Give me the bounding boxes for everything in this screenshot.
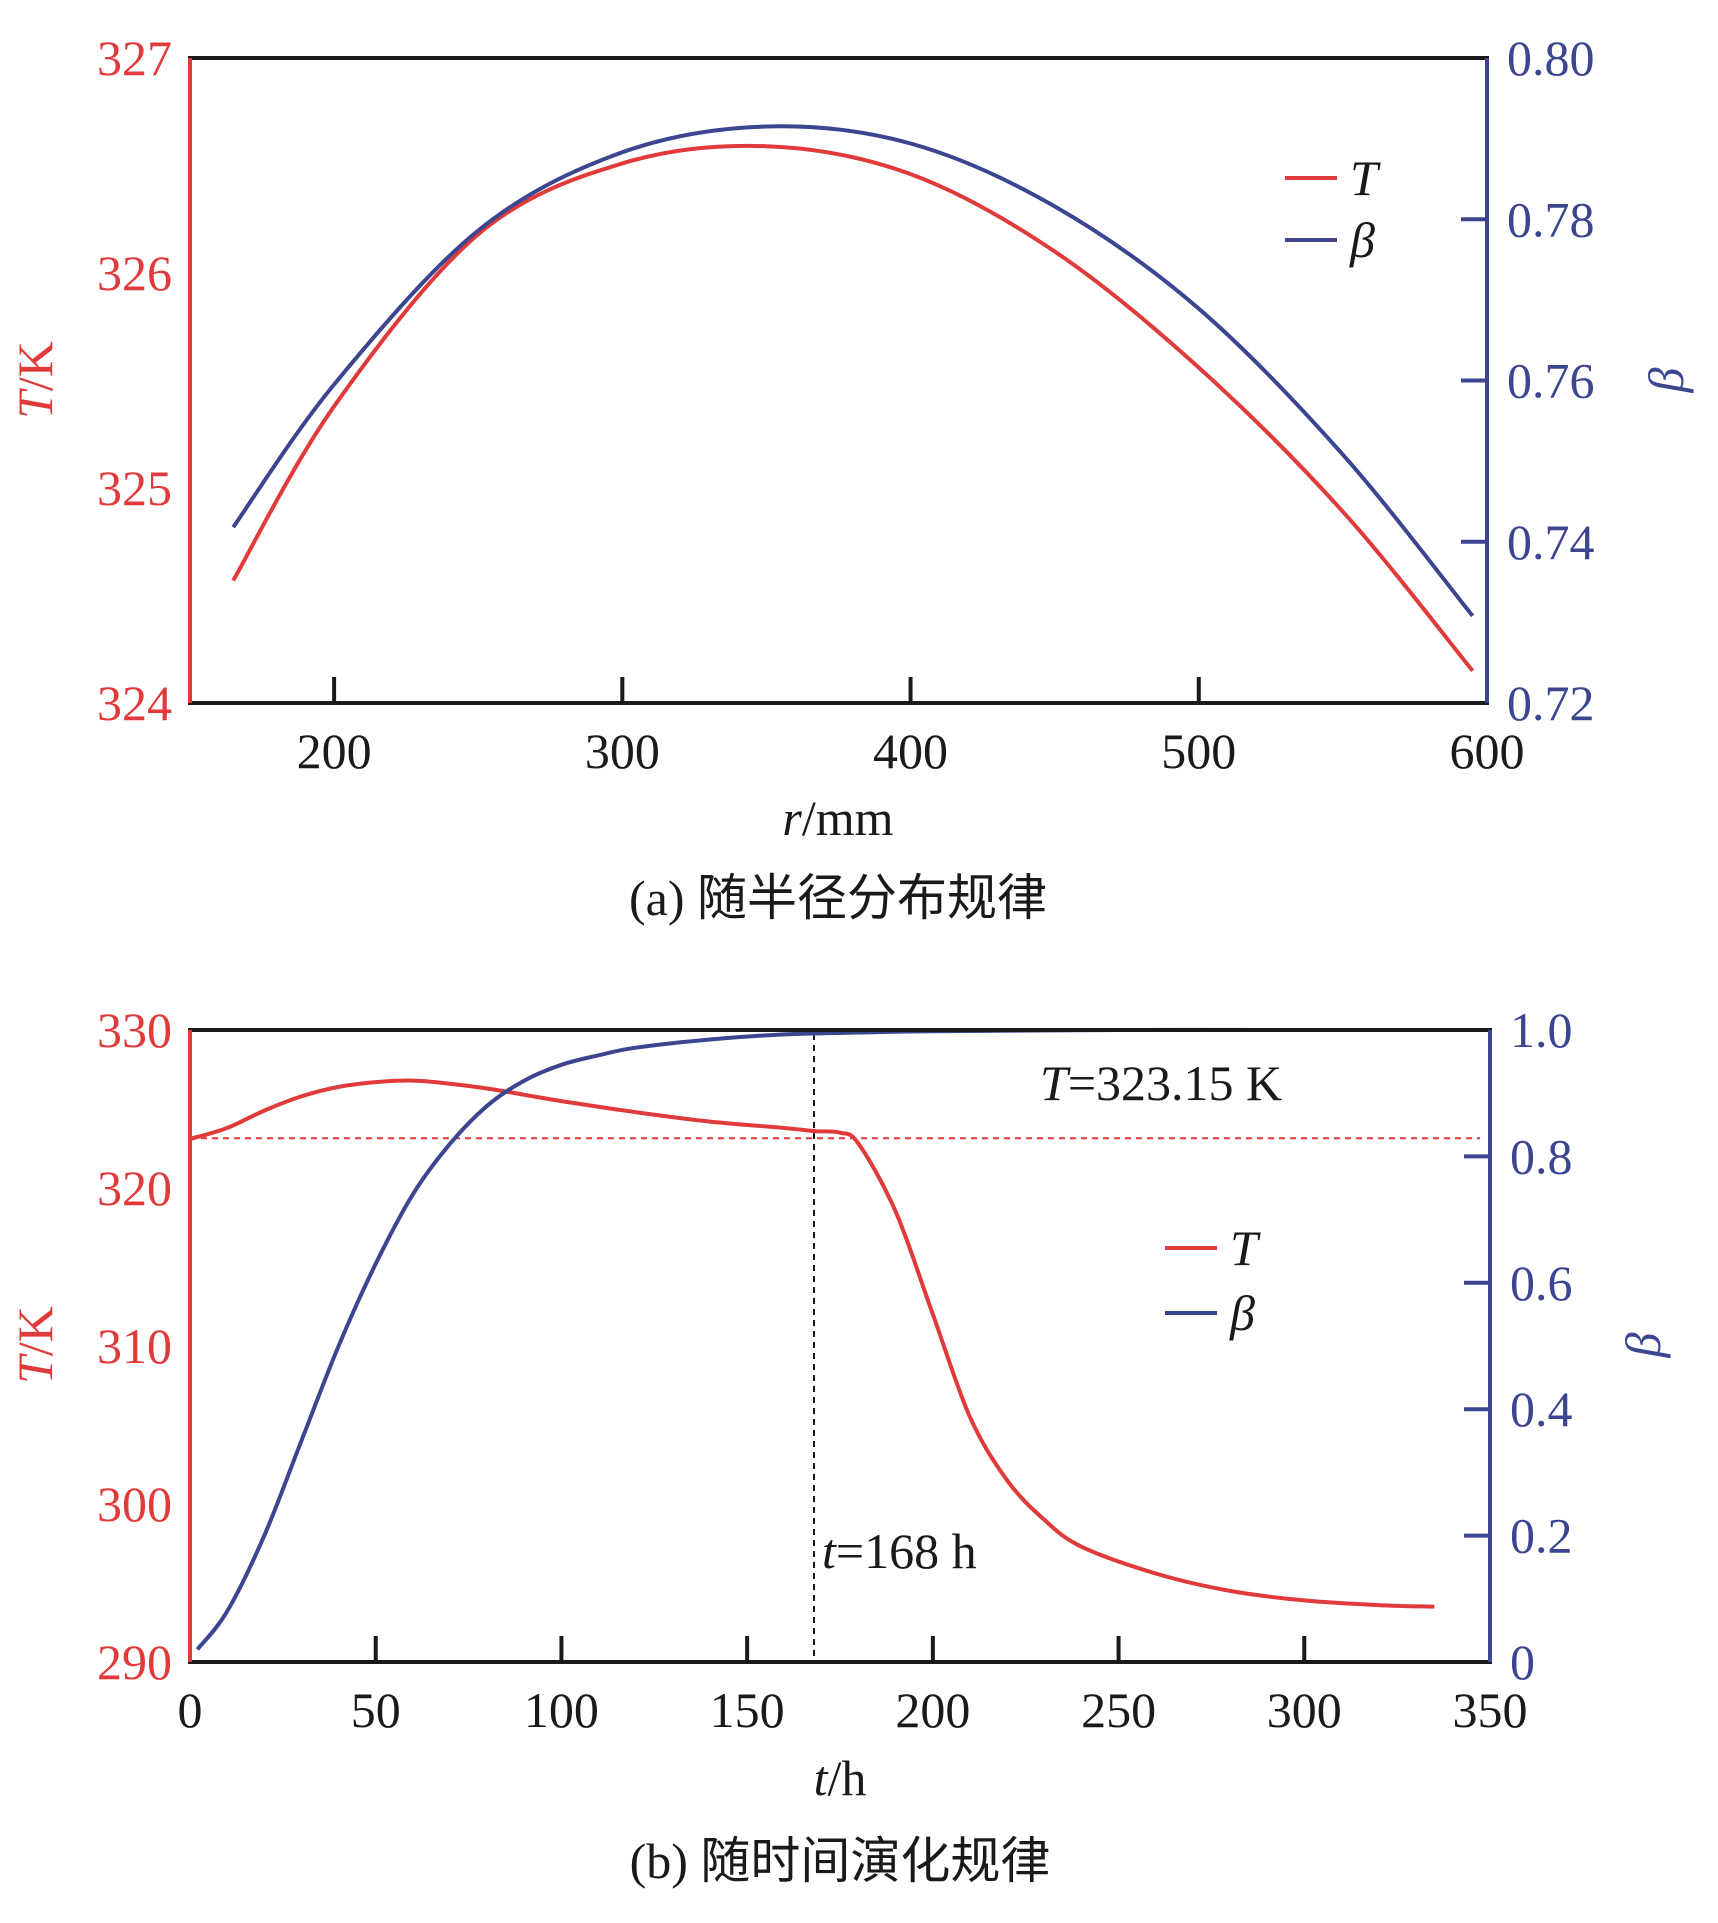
chart-a-ytick-right-label: 0.76 [1507,353,1595,409]
chart-b-ylabel-left: T/K [7,1306,63,1384]
chart-a-ylabel-right: β [1638,367,1694,393]
chart-b-xtick-label: 100 [524,1682,599,1738]
chart-a-xtick-label: 500 [1161,723,1236,779]
chart-a-ytick-left-label: 327 [97,30,172,86]
chart-b-ytick-left-label: 330 [97,1002,172,1058]
chart-a-legend: T β [1285,150,1381,268]
chart-b-ytick-left-label: 320 [97,1160,172,1216]
chart-a-legend-T-label: T [1350,150,1381,206]
chart-a-ytick-right-label: 0.74 [1507,514,1595,570]
chart-b-xtick-label: 150 [710,1682,785,1738]
chart-b-xtick-label: 50 [351,1682,401,1738]
chart-a-xtick-label: 400 [873,723,948,779]
chart-b-ytick-left-label: 300 [97,1476,172,1532]
chart-b-xticks: 0 50 100 150 200 250 300 350 [178,1636,1528,1738]
chart-a-legend-beta-label: β [1349,212,1375,268]
chart-b-ytick-right-label: 1.0 [1510,1002,1573,1058]
chart-b-ytick-right-label: 0 [1510,1634,1535,1690]
chart-b-xtick-label: 350 [1453,1682,1528,1738]
chart-b-legend: T β [1165,1220,1261,1341]
chart-b-ytick-right-label: 0.2 [1510,1508,1573,1564]
chart-b-ytick-right-label: 0.4 [1510,1381,1573,1437]
chart-b-ytick-right-label: 0.8 [1510,1128,1573,1184]
chart-b-ytick-left-label: 290 [97,1634,172,1690]
chart-a-yticks-right: 0.72 0.74 0.76 0.78 0.80 [1461,30,1595,731]
chart-b-xtick-label: 0 [178,1682,203,1738]
chart-b-legend-T-label: T [1230,1220,1261,1276]
chart-b-series-T-line [189,1078,1435,1609]
chart-a-ylabel-left: T/K [7,341,63,419]
chart-b-caption: (b) 随时间演化规律 [630,1833,1051,1889]
chart-b-annotation-vline: t=168 h [822,1523,977,1579]
chart-b-ylabel-right: β [1615,1332,1671,1358]
chart-b-annotation-hline: T=323.15 K [1040,1055,1282,1111]
chart-a-xticks: 200 300 400 500 600 [297,677,1525,779]
chart-a-ytick-right-label: 0.80 [1507,30,1595,86]
chart-a-ytick-left-label: 326 [97,245,172,301]
chart-a-ytick-left-label: 325 [97,460,172,516]
chart-b-legend-beta-label: β [1229,1285,1255,1341]
chart-a-caption: (a) 随半径分布规律 [629,870,1047,926]
chart-a-series-T-line [231,143,1475,673]
chart-a-ytick-right-label: 0.78 [1507,191,1595,247]
chart-a-xlabel: r/mm [782,790,893,846]
chart-b-ytick-left-label: 310 [97,1318,172,1374]
chart-b-xlabel: t/h [814,1750,867,1806]
chart-a-yticks-left: 324 325 326 327 [97,30,172,731]
chart-b-yticks-right: 0 0.2 0.4 0.6 0.8 1.0 [1464,1002,1573,1690]
chart-a-xtick-label: 600 [1450,723,1525,779]
chart-a-ytick-right-label: 0.72 [1507,675,1595,731]
chart-a-series-beta-line [231,124,1475,618]
chart-b-ytick-right-label: 0.6 [1510,1255,1573,1311]
chart-a-xtick-label: 200 [297,723,372,779]
chart-b-xtick-label: 300 [1267,1682,1342,1738]
chart-b-xtick-label: 250 [1081,1682,1156,1738]
chart-a-ytick-left-label: 324 [97,675,172,731]
chart-b-xtick-label: 200 [895,1682,970,1738]
chart-b-yticks-left: 290 300 310 320 330 [97,1002,172,1690]
chart-a-plot [231,124,1475,673]
chart-a-xtick-label: 300 [585,723,660,779]
